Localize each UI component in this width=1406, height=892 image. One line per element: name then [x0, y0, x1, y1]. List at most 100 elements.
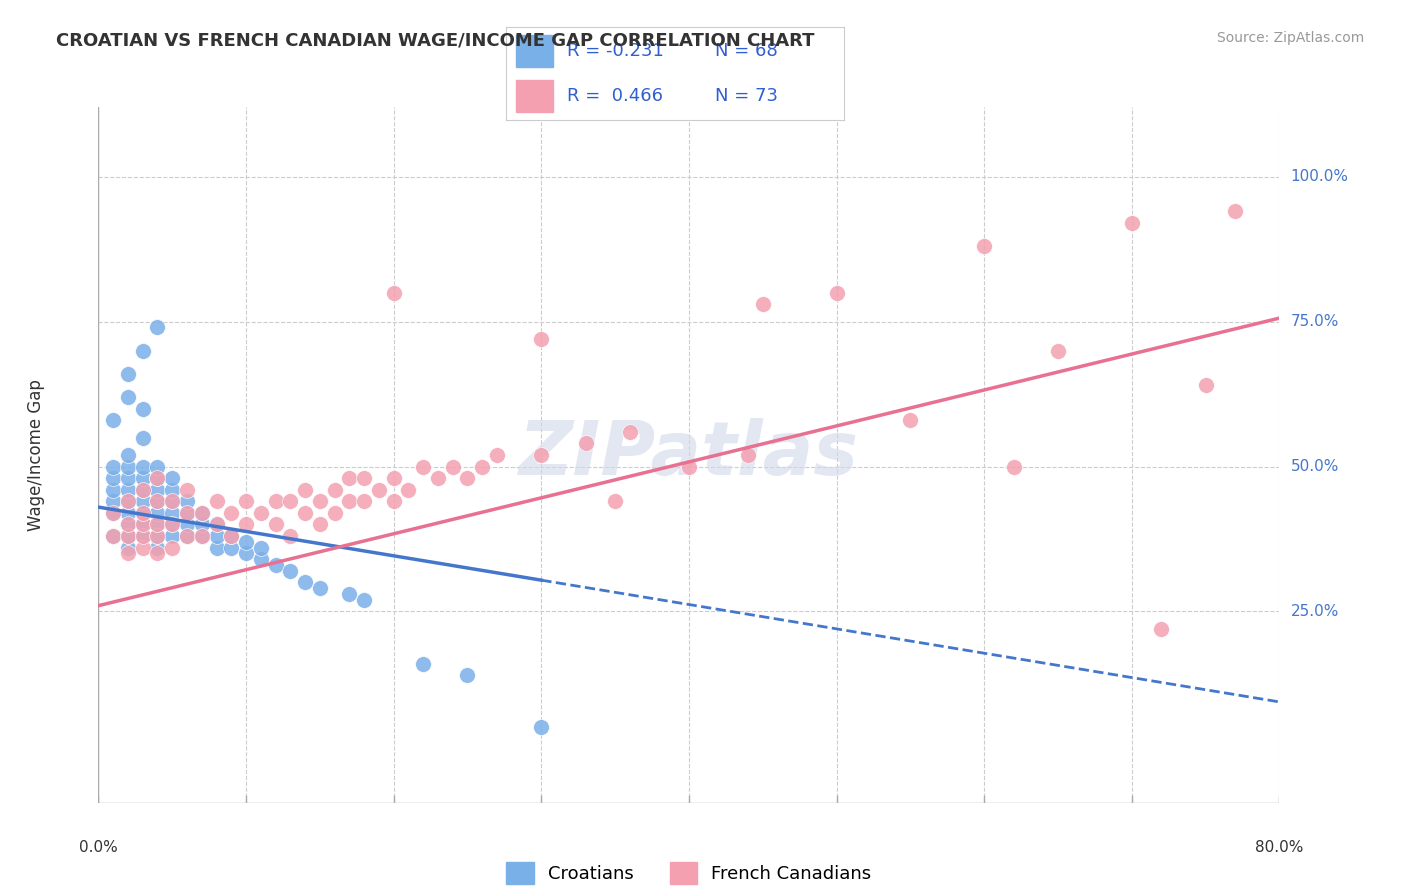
- Text: 80.0%: 80.0%: [1256, 840, 1303, 855]
- Point: [205, 529, 228, 543]
- Point: [235, 494, 257, 508]
- Point: [103, 506, 125, 520]
- Point: [191, 517, 214, 532]
- Point: [117, 471, 139, 485]
- Text: Wage/Income Gap: Wage/Income Gap: [27, 379, 45, 531]
- Point: [103, 483, 125, 497]
- Point: [353, 592, 375, 607]
- Bar: [516, 80, 554, 112]
- Point: [146, 494, 169, 508]
- Point: [132, 517, 155, 532]
- Point: [323, 483, 346, 497]
- Point: [191, 529, 214, 543]
- Point: [146, 483, 169, 497]
- Point: [219, 541, 242, 555]
- Point: [205, 517, 228, 532]
- Point: [132, 431, 155, 445]
- Point: [117, 367, 139, 381]
- Text: R = -0.231: R = -0.231: [567, 42, 664, 60]
- Point: [146, 320, 169, 334]
- Point: [176, 506, 198, 520]
- Point: [751, 297, 773, 311]
- Point: [235, 546, 257, 561]
- Point: [117, 448, 139, 462]
- Point: [162, 529, 183, 543]
- Point: [235, 517, 257, 532]
- Point: [146, 529, 169, 543]
- Point: [412, 657, 434, 671]
- Point: [162, 517, 183, 532]
- Point: [264, 558, 287, 573]
- Point: [117, 517, 139, 532]
- Point: [117, 494, 139, 508]
- Point: [250, 552, 273, 566]
- Point: [146, 459, 169, 474]
- Point: [219, 529, 242, 543]
- Point: [574, 436, 596, 450]
- Point: [1121, 216, 1143, 230]
- Point: [162, 517, 183, 532]
- Point: [337, 494, 360, 508]
- Point: [146, 471, 169, 485]
- Bar: [516, 35, 554, 67]
- Text: 0.0%: 0.0%: [79, 840, 118, 855]
- Text: R =  0.466: R = 0.466: [567, 87, 662, 105]
- Point: [900, 413, 922, 427]
- Point: [117, 517, 139, 532]
- Point: [117, 529, 139, 543]
- Point: [353, 471, 375, 485]
- Point: [176, 483, 198, 497]
- Point: [117, 506, 139, 520]
- Point: [132, 506, 155, 520]
- Point: [337, 587, 360, 601]
- Point: [132, 459, 155, 474]
- Point: [219, 529, 242, 543]
- Point: [382, 494, 405, 508]
- Point: [191, 506, 214, 520]
- Point: [309, 582, 332, 596]
- Point: [396, 483, 419, 497]
- Point: [117, 541, 139, 555]
- Point: [132, 529, 155, 543]
- Point: [162, 494, 183, 508]
- Point: [530, 332, 553, 346]
- Point: [737, 448, 759, 462]
- Point: [278, 494, 302, 508]
- Text: CROATIAN VS FRENCH CANADIAN WAGE/INCOME GAP CORRELATION CHART: CROATIAN VS FRENCH CANADIAN WAGE/INCOME …: [56, 31, 814, 49]
- Point: [117, 390, 139, 404]
- Point: [162, 506, 183, 520]
- Point: [382, 471, 405, 485]
- Point: [337, 471, 360, 485]
- Point: [456, 668, 478, 682]
- Point: [132, 343, 155, 358]
- Point: [973, 239, 995, 253]
- Point: [146, 517, 169, 532]
- Point: [176, 506, 198, 520]
- Point: [619, 425, 641, 439]
- Point: [486, 448, 509, 462]
- Legend: Croatians, French Canadians: Croatians, French Canadians: [499, 855, 879, 891]
- Point: [250, 541, 273, 555]
- Point: [132, 471, 155, 485]
- Point: [191, 529, 214, 543]
- Point: [132, 541, 155, 555]
- Point: [132, 529, 155, 543]
- Point: [605, 494, 627, 508]
- Point: [103, 506, 125, 520]
- Text: 25.0%: 25.0%: [1291, 604, 1339, 619]
- Text: N = 73: N = 73: [716, 87, 779, 105]
- Point: [1150, 622, 1173, 636]
- Point: [103, 459, 125, 474]
- Point: [678, 459, 700, 474]
- Point: [146, 529, 169, 543]
- Text: 50.0%: 50.0%: [1291, 459, 1339, 474]
- Point: [117, 546, 139, 561]
- Point: [146, 494, 169, 508]
- Point: [264, 494, 287, 508]
- Point: [368, 483, 391, 497]
- Point: [162, 483, 183, 497]
- Point: [146, 541, 169, 555]
- Point: [146, 546, 169, 561]
- Text: 75.0%: 75.0%: [1291, 314, 1339, 329]
- Point: [309, 494, 332, 508]
